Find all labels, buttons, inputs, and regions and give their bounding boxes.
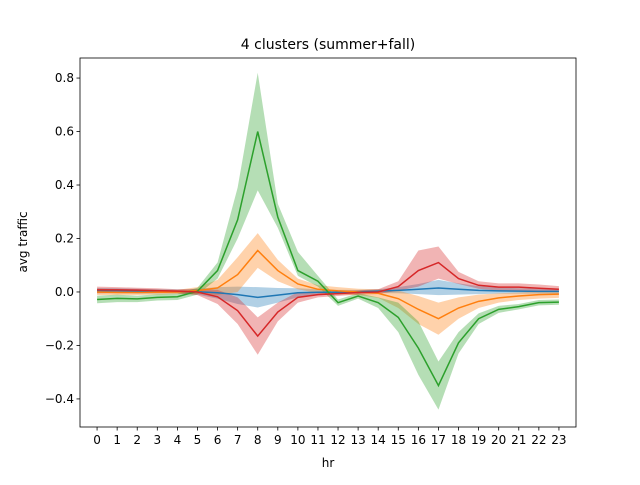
x-tick-label: 7 (234, 433, 242, 447)
plot-frame (79, 57, 577, 428)
x-tick-label: 15 (391, 433, 406, 447)
x-tick-label: 13 (350, 433, 365, 447)
x-tick-label: 20 (491, 433, 506, 447)
series-3-band (97, 246, 559, 355)
x-tick-label: 17 (431, 433, 446, 447)
x-tick-label: 2 (133, 433, 141, 447)
x-tick-label: 6 (214, 433, 222, 447)
y-tick-label: 0.8 (55, 71, 74, 85)
y-tick-label: 0.2 (55, 231, 74, 245)
series-lines (97, 131, 559, 388)
x-tick-label: 10 (290, 433, 305, 447)
chart-title: 4 clusters (summer+fall) (241, 37, 415, 53)
x-tick-label: 11 (310, 433, 325, 447)
y-axis-label: avg traffic (16, 211, 30, 272)
series-3-line (97, 261, 559, 338)
y-tick-label: 0.0 (55, 285, 74, 299)
y-tick-label: 0.6 (55, 125, 74, 139)
x-axis-ticks: 0 1 2 3 4 5 6 7 8 9 10 11 12 13 14 15 16 17 18 19 20 21 22 23 (93, 427, 567, 447)
x-tick-label: 16 (411, 433, 426, 447)
x-tick-label: 12 (330, 433, 345, 447)
y-tick-label: −0.2 (45, 338, 74, 352)
series-1-line (97, 249, 559, 320)
x-tick-label: 22 (531, 433, 546, 447)
x-tick-label: 21 (511, 433, 526, 447)
x-axis-label: hr (322, 456, 335, 470)
x-tick-label: 19 (471, 433, 486, 447)
plot-area (80, 58, 576, 427)
y-axis-ticks: −0.4 −0.2 0.0 0.2 0.4 0.6 0.8 (45, 71, 80, 406)
x-tick-label: 14 (371, 433, 386, 447)
y-tick-label: −0.4 (45, 392, 74, 406)
x-tick-label: 0 (93, 433, 101, 447)
x-tick-label: 4 (174, 433, 182, 447)
x-tick-label: 18 (451, 433, 466, 447)
x-tick-label: 23 (551, 433, 566, 447)
x-tick-label: 1 (113, 433, 121, 447)
x-tick-label: 9 (274, 433, 282, 447)
y-tick-label: 0.4 (55, 178, 74, 192)
series-1-band (97, 233, 559, 335)
series-2-line (97, 131, 559, 388)
x-tick-label: 8 (254, 433, 262, 447)
x-tick-label: 5 (194, 433, 202, 447)
x-tick-label: 3 (153, 433, 161, 447)
